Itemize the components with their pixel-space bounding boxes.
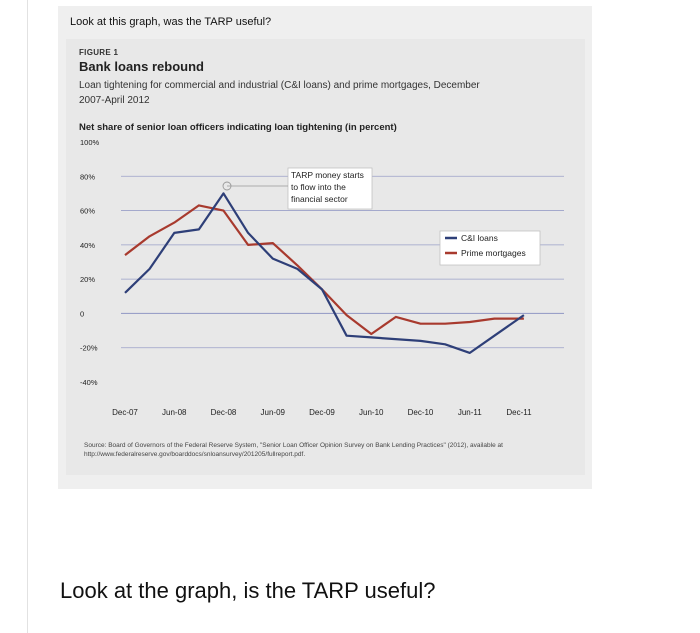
y-tick-label: 80% [80,172,95,181]
annotation-line-1: TARP money starts [291,170,364,180]
x-tick-label: Jun-08 [162,408,187,417]
y-tick-labels: 100% 80% 60% 40% 20% 0 -20% -40% [80,138,100,387]
x-tick-label: Dec-11 [506,408,532,417]
y-tick-label: 100% [80,138,100,147]
series-line-ci-loans [124,192,525,354]
page-left-rule [27,0,28,633]
y-tick-label: 20% [80,275,95,284]
x-tick-label: Jun-11 [458,408,482,417]
figure-title: Bank loans rebound [79,59,204,74]
annotation-marker [222,181,232,191]
x-tick-label: Jun-10 [359,408,384,417]
x-tick-label: Dec-10 [408,408,434,417]
line-chart: 100%80%60%40%20%0-20%-40% Dec-07 Jun-08 De… [80,138,564,417]
annotation-line-3: financial sector [291,194,348,204]
figure-label: FIGURE 1 [79,48,119,57]
x-tick-label: Dec-07 [112,408,138,417]
x-tick-label: Jun-09 [261,408,286,417]
series-lines [124,192,525,354]
legend-box [439,230,541,266]
legend-label-ci: C&I loans [461,233,498,243]
annotation-line-2: to flow into the [291,182,346,192]
bottom-question-text: Look at the graph, is the TARP useful? [60,578,436,603]
annotation-box [287,167,373,210]
y-tick-label: 60% [80,207,95,216]
legend-label-mortgages: Prime mortgages [461,248,526,258]
legend: C&I loans Prime mortgages [439,230,541,266]
y-tick-label: -40% [80,378,98,387]
figure-measure-label: Net share of senior loan officers indica… [79,122,397,133]
question-card: Look at this graph, was the TARP useful?… [58,6,592,489]
figure-panel: FIGURE 1 Bank loans rebound Loan tighten… [66,39,585,475]
grid-lines [121,175,564,349]
series-line-prime-mortgages [124,204,524,336]
tarp-annotation: TARP money starts to flow into the finan… [222,167,373,210]
x-tick-labels: Dec-07 Jun-08 Dec-08 Jun-09 Dec-09 Jun-10 Dec-… [112,408,532,417]
question-text: Look at this graph, was the TARP useful? [70,16,272,28]
x-tick-label: Dec-09 [309,408,335,417]
y-tick-label: -20% [80,344,98,353]
x-tick-label: Dec-08 [211,408,237,417]
figure-source: Source: Board of Governors of the Federa… [84,442,503,458]
y-tick-label: 0 [80,309,84,318]
figure-subtitle: Loan tightening for commercial and indus… [79,80,480,106]
y-tick-label: 40% [80,241,95,250]
